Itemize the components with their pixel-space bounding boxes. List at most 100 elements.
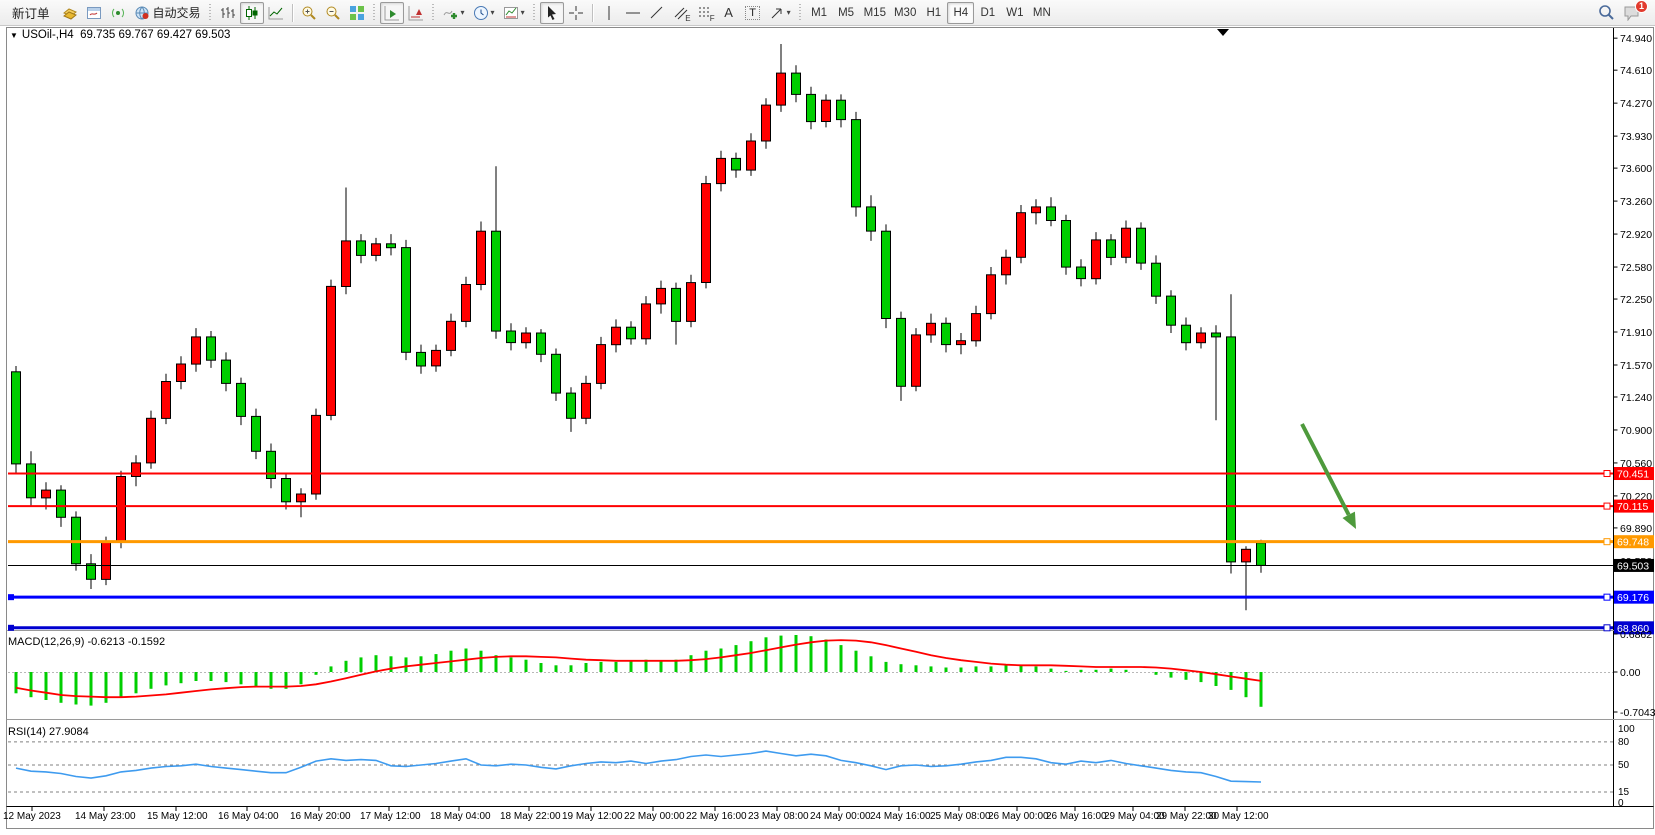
market-watch-icon[interactable] [58, 2, 82, 24]
timeframe-button-m5[interactable]: M5 [833, 2, 860, 24]
macd-axis-tick-label: 0.00 [1620, 667, 1641, 679]
trend-arrow-head[interactable] [1342, 511, 1357, 529]
vertical-line-tool-button[interactable] [597, 2, 621, 24]
candle [851, 111, 861, 217]
fibonacci-tool-letter: F [709, 13, 715, 23]
zoom-out-button[interactable] [321, 2, 345, 24]
auto-trading-label: 自动交易 [152, 6, 201, 20]
indicators-button[interactable]: ▾ [439, 2, 469, 24]
candle [926, 313, 936, 343]
candle [146, 410, 156, 469]
price-axis-tick-label: 74.270 [1620, 98, 1652, 110]
price-axis-tick-label: 72.580 [1620, 262, 1652, 274]
timeframe-button-h1[interactable]: H1 [920, 2, 947, 24]
auto-trading-button[interactable]: 自动交易 [130, 2, 205, 24]
new-order-button[interactable]: 新订单 [4, 2, 58, 24]
price-line-label-text: 69.503 [1617, 560, 1649, 572]
data-window-icon[interactable] [82, 2, 106, 24]
timeframe-button-m15[interactable]: M15 [860, 2, 890, 24]
timeframe-toolbar: M1 M5 M15 M30 H1 H4 D1 W1 MN [806, 1, 1056, 24]
line-handle[interactable] [1603, 538, 1611, 546]
candle [971, 305, 981, 347]
candle [641, 296, 651, 345]
price-line-label-text: 70.451 [1617, 469, 1649, 481]
candle [341, 187, 351, 295]
channel-tool-button[interactable]: E [669, 2, 693, 24]
price-axis-tick-label: 69.890 [1620, 523, 1652, 535]
line-handle[interactable] [1603, 470, 1611, 478]
dropdown-arrow-icon[interactable]: ▾ [490, 8, 495, 17]
rsi-axis-tick-label: 100 [1618, 724, 1635, 735]
trend-arrow-annotation[interactable] [1300, 423, 1351, 516]
zoom-in-button[interactable] [297, 2, 321, 24]
price-axis-tick-label: 71.570 [1620, 360, 1652, 372]
candle [671, 282, 681, 345]
dropdown-arrow-icon[interactable]: ▾ [460, 8, 465, 17]
text-tool-button[interactable]: A [717, 2, 741, 24]
timeframe-button-m1[interactable]: M1 [806, 2, 833, 24]
text-label-tool-button[interactable]: T [741, 2, 765, 24]
chart-canvas[interactable]: 74.940 74.610 74.270 73.930 73.600 73.260 72.9… [0, 26, 1655, 830]
candle [1136, 222, 1146, 270]
line-handle[interactable] [1603, 593, 1611, 601]
collapse-arrow-icon[interactable]: ▼ [10, 31, 18, 40]
macd-axis-tick-label: 0.6862 [1620, 629, 1652, 641]
templates-button[interactable]: ▾ [499, 2, 529, 24]
date-axis-label: 19 May 12:00 [562, 811, 623, 822]
timeframe-button-m30[interactable]: M30 [890, 2, 920, 24]
rsi-axis-tick-label: 15 [1618, 787, 1630, 798]
candle [371, 237, 381, 262]
fibonacci-tool-button[interactable]: F [693, 2, 717, 24]
tile-windows-button[interactable] [345, 2, 369, 24]
crosshair-tool-button[interactable] [564, 2, 588, 24]
candle [716, 150, 726, 192]
chart-shift-button[interactable] [404, 2, 428, 24]
price-axis-tick-label: 72.250 [1620, 294, 1652, 306]
price-line-label [1614, 590, 1654, 604]
dropdown-arrow-icon[interactable]: ▾ [786, 8, 791, 17]
timeframe-button-w1[interactable]: W1 [1001, 2, 1028, 24]
cursor-tool-button[interactable] [539, 1, 564, 24]
signal-icon[interactable] [106, 2, 130, 24]
toolbar-grip [797, 3, 803, 22]
date-axis-label: 24 May 00:00 [810, 811, 871, 822]
candle [26, 451, 36, 506]
price-line-label [1614, 535, 1654, 549]
candle [536, 329, 546, 363]
notifications-button[interactable]: 1 [1619, 0, 1648, 24]
timeframe-button-d1[interactable]: D1 [974, 2, 1001, 24]
price-axis-tick-label: 70.560 [1620, 458, 1652, 470]
price-axis-tick-label: 73.260 [1620, 196, 1652, 208]
line-chart-button[interactable] [264, 2, 288, 24]
chart-window: 74.940 74.610 74.270 73.930 73.600 73.260 72.9… [0, 26, 1655, 830]
arrows-tool-button[interactable]: ▾ [765, 2, 795, 24]
candle [1076, 259, 1086, 287]
trendline-tool-button[interactable] [645, 2, 669, 24]
price-axis-tick-label: 71.240 [1620, 392, 1652, 404]
candle [416, 344, 426, 374]
timeframe-button-mn[interactable]: MN [1028, 2, 1055, 24]
candle [1256, 539, 1266, 573]
candle [161, 373, 171, 425]
date-axis-label: 14 May 23:00 [75, 811, 136, 822]
candle [1061, 214, 1071, 275]
search-button[interactable] [1594, 2, 1619, 24]
price-axis-tick-label: 71.910 [1620, 327, 1652, 339]
horizontal-line-tool-button[interactable] [621, 2, 645, 24]
date-axis-label: 12 May 2023 [3, 811, 61, 822]
line-handle[interactable] [1603, 624, 1611, 632]
bar-chart-button[interactable] [216, 2, 240, 24]
line-handle[interactable] [1603, 502, 1611, 510]
line-handle[interactable] [8, 624, 14, 631]
periods-button[interactable]: ▾ [469, 2, 499, 24]
candle [311, 408, 321, 500]
chart-shift-marker[interactable] [1217, 29, 1229, 36]
candle [836, 94, 846, 128]
line-handle[interactable] [8, 594, 14, 601]
candlestick-chart-button[interactable] [239, 1, 264, 24]
candle [656, 280, 666, 314]
dropdown-arrow-icon[interactable]: ▾ [520, 8, 525, 17]
auto-scroll-button[interactable] [379, 1, 404, 24]
timeframe-button-h4[interactable]: H4 [947, 1, 975, 24]
candle [686, 274, 696, 328]
